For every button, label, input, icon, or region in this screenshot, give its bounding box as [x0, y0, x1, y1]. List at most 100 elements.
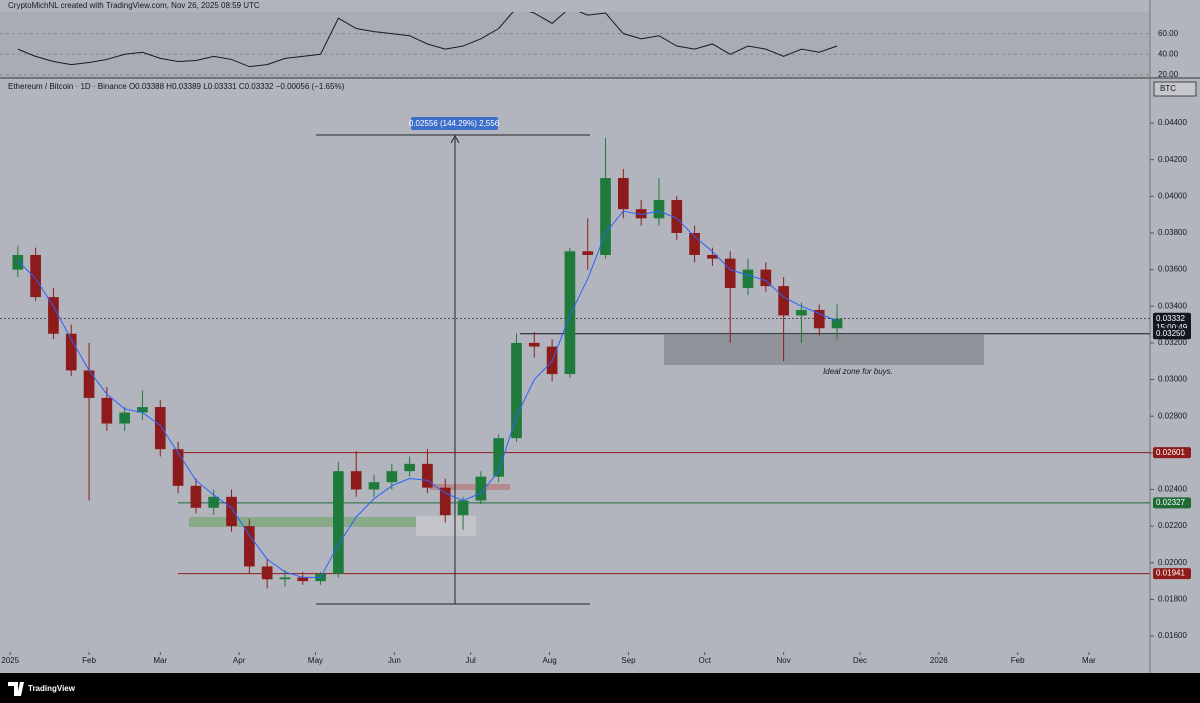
- y-tick-label: 0.04000: [1158, 191, 1187, 200]
- candle-body: [635, 209, 647, 219]
- y-tick-label: 0.02000: [1158, 558, 1187, 567]
- candle-body: [137, 407, 148, 413]
- x-tick-label: Apr: [233, 656, 246, 665]
- candle-body: [831, 318, 843, 329]
- rsi-pane: [0, 12, 1150, 78]
- logo: [8, 682, 24, 696]
- moving-average: [17, 210, 838, 578]
- candle-body: [813, 309, 825, 329]
- candle-body: [582, 251, 594, 255]
- x-tick-label: Mar: [153, 656, 167, 665]
- x-tick-label: Mar: [1082, 656, 1096, 665]
- candle-body: [439, 487, 451, 516]
- candle-body: [30, 254, 41, 298]
- rsi-tick-label: 20.00: [1158, 70, 1179, 79]
- candle-body: [528, 342, 540, 347]
- red-zone: [430, 484, 510, 490]
- candle-body: [119, 412, 131, 424]
- price-label-box: [1153, 447, 1191, 459]
- candle-body: [65, 333, 77, 371]
- candle-body: [154, 407, 166, 450]
- price-label-box: [1153, 312, 1191, 333]
- candle-body: [350, 471, 362, 490]
- rsi-tick-label: 40.00: [1158, 49, 1179, 58]
- green-zone: [189, 517, 429, 527]
- candle-body: [279, 577, 291, 580]
- rsi-tick-label: 60.00: [1158, 29, 1179, 38]
- annotation: Ideal zone for buys.: [823, 367, 893, 376]
- candle-body: [368, 482, 380, 490]
- x-tick-label: Aug: [542, 656, 556, 665]
- candle-body: [760, 269, 772, 287]
- measure-arrowhead: [450, 134, 460, 144]
- candle-body: [386, 471, 398, 483]
- candle-body: [172, 449, 184, 486]
- candle-body: [511, 342, 522, 439]
- candle-body: [617, 178, 629, 210]
- y-tick-label: 0.01800: [1158, 595, 1187, 604]
- y-tick-label: 0.03400: [1158, 301, 1187, 310]
- currency-box: [1153, 81, 1197, 97]
- candle-body: [190, 485, 202, 508]
- y-tick-label: 0.03800: [1158, 228, 1187, 237]
- rsi-line: [17, 12, 838, 68]
- measure-box: [411, 117, 498, 130]
- candle-body: [671, 200, 683, 233]
- y-tick-label: 0.01600: [1158, 631, 1187, 640]
- plot: 0.01600 0.01800 0.02000 0.02200 0.02400 0.026…: [0, 12, 1191, 665]
- x-tick-label: Oct: [699, 656, 712, 665]
- candle-body: [742, 269, 754, 288]
- x-tick-label: 2026: [930, 656, 948, 665]
- candle-body: [493, 438, 505, 477]
- countdown: 15:00:49: [1156, 323, 1188, 332]
- candle-body: [707, 254, 718, 259]
- light-zone: [416, 516, 476, 536]
- price-label: 0.03332: [1156, 314, 1185, 323]
- footer: [0, 673, 1200, 703]
- candle-body: [564, 251, 576, 375]
- attribution: CryptoMichNL created with TradingView.co…: [8, 1, 260, 10]
- candle-body: [101, 397, 113, 424]
- price-label: 0.01941: [1156, 569, 1185, 578]
- price-label-box: [1153, 497, 1191, 509]
- y-tick-label: 0.02800: [1158, 411, 1187, 420]
- currency: BTC: [1160, 84, 1176, 93]
- candle-body: [12, 254, 24, 270]
- candle-body: [653, 200, 665, 219]
- candle-body: [208, 496, 220, 508]
- symbol-line: Ethereum / Bitcoin · 1D · Binance O0.033…: [8, 82, 345, 91]
- candle-body: [226, 496, 237, 527]
- x-tick-label: Nov: [777, 656, 791, 665]
- x-tick-label: Sep: [621, 656, 636, 665]
- y-tick-label: 0.02200: [1158, 521, 1187, 530]
- price-label-box: [1153, 568, 1191, 580]
- x-tick-label: May: [308, 656, 323, 665]
- measure-label: 0.02556 (144.29%) 2,556: [409, 119, 500, 128]
- candle-body: [297, 577, 309, 582]
- x-tick-label: Dec: [853, 656, 867, 665]
- x-tick-label: Feb: [82, 656, 96, 665]
- x-tick-label: Jun: [388, 656, 401, 665]
- candle-body: [48, 297, 59, 334]
- price-label-box: [1153, 328, 1191, 340]
- y-tick-label: 0.04400: [1158, 118, 1187, 127]
- candle-body: [724, 258, 736, 288]
- candle-body: [404, 463, 415, 472]
- candle-body: [778, 286, 789, 316]
- y-tick-label: 0.03000: [1158, 375, 1187, 384]
- x-tick-label: Jul: [466, 656, 476, 665]
- y-tick-label: 0.03200: [1158, 338, 1187, 347]
- brand: TradingView: [28, 684, 76, 693]
- candle-body: [457, 500, 469, 516]
- y-tick-label: 0.04200: [1158, 155, 1187, 164]
- y-tick-label: 0.03600: [1158, 265, 1187, 274]
- candle-body: [422, 463, 433, 488]
- x-tick-label: 2025: [1, 656, 19, 665]
- y-tick-label: 0.02400: [1158, 485, 1187, 494]
- candle-body: [796, 309, 807, 316]
- price-label: 0.02601: [1156, 448, 1185, 457]
- candle-body: [333, 471, 344, 574]
- candle-body: [475, 476, 487, 501]
